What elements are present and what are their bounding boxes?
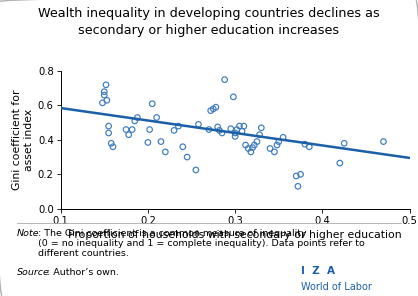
Point: [219, 131, 225, 135]
Point: [240, 124, 247, 128]
Point: [101, 89, 107, 94]
Text: : The Gini coefficient is a common measure of inequality
(0 = no inequality and : : The Gini coefficient is a common measu…: [38, 229, 365, 258]
Point: [162, 149, 168, 154]
Point: [227, 126, 234, 131]
Point: [271, 149, 278, 154]
Point: [105, 124, 112, 128]
Text: Source: Source: [17, 268, 50, 277]
Point: [123, 127, 130, 132]
Point: [249, 145, 256, 150]
Point: [210, 107, 217, 111]
Point: [245, 146, 252, 151]
Point: [101, 93, 107, 97]
Point: [214, 125, 221, 129]
Point: [234, 127, 240, 132]
Point: [110, 144, 116, 149]
Text: Wealth inequality in developing countries declines as
secondary or higher educat: Wealth inequality in developing countrie…: [38, 7, 380, 37]
Point: [247, 149, 254, 154]
Point: [280, 135, 286, 140]
Point: [306, 144, 313, 149]
Point: [221, 77, 228, 82]
Point: [293, 174, 300, 178]
Point: [207, 108, 214, 113]
Point: [336, 161, 343, 165]
Point: [134, 115, 141, 120]
Point: [129, 127, 135, 132]
Point: [193, 168, 199, 172]
Point: [184, 155, 191, 160]
Point: [131, 119, 138, 123]
Point: [230, 94, 237, 99]
Point: [341, 141, 347, 146]
Point: [275, 139, 282, 144]
Point: [149, 101, 155, 106]
Point: [216, 128, 223, 133]
Point: [179, 144, 186, 149]
Point: [206, 127, 212, 132]
Point: [99, 101, 106, 105]
Text: I  Z  A: I Z A: [301, 266, 335, 276]
Text: World of Labor: World of Labor: [301, 282, 372, 292]
Point: [297, 172, 304, 177]
Point: [239, 129, 245, 133]
Point: [213, 105, 219, 110]
X-axis label: Proportion of households with secondary or higher education: Proportion of households with secondary …: [68, 230, 402, 240]
Point: [175, 124, 182, 128]
Text: Note: Note: [17, 229, 39, 237]
Point: [232, 134, 238, 139]
Point: [146, 127, 153, 132]
Point: [158, 139, 164, 144]
Y-axis label: Gini coefficient for
asset index: Gini coefficient for asset index: [12, 90, 33, 190]
Point: [258, 126, 265, 130]
Point: [125, 132, 132, 137]
Point: [301, 142, 308, 147]
Point: [295, 184, 301, 189]
Point: [145, 140, 151, 145]
Point: [104, 98, 110, 103]
Point: [171, 128, 177, 133]
Text: : Author’s own.: : Author’s own.: [47, 268, 119, 277]
Point: [251, 143, 257, 147]
Point: [254, 139, 260, 144]
Point: [108, 141, 115, 146]
Point: [274, 143, 280, 147]
Point: [242, 143, 249, 147]
Point: [232, 131, 238, 135]
Point: [256, 132, 263, 137]
Point: [153, 115, 160, 120]
Point: [380, 139, 387, 144]
Point: [195, 122, 202, 127]
Point: [267, 146, 273, 151]
Point: [105, 131, 112, 135]
Point: [103, 82, 110, 87]
Point: [236, 124, 243, 128]
